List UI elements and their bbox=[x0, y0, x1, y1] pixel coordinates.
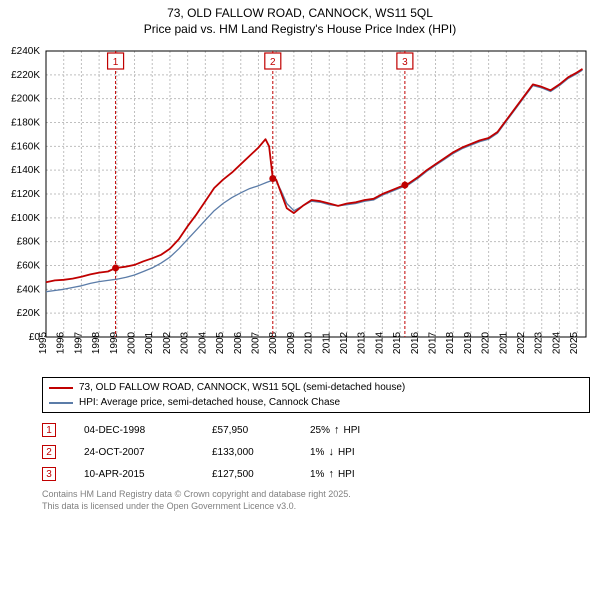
attribution: Contains HM Land Registry data © Crown c… bbox=[42, 489, 590, 512]
x-tick-label: 2013 bbox=[357, 332, 368, 355]
x-tick-label: 2006 bbox=[233, 332, 244, 355]
annotation-price: £127,500 bbox=[212, 469, 282, 480]
x-tick-label: 2009 bbox=[286, 332, 297, 355]
y-tick-label: £100K bbox=[11, 213, 40, 224]
x-tick-label: 2004 bbox=[197, 332, 208, 355]
chart-marker-number: 1 bbox=[113, 57, 119, 68]
x-tick-label: 2012 bbox=[339, 332, 350, 355]
x-tick-label: 2001 bbox=[144, 332, 155, 355]
annotation-price: £57,950 bbox=[212, 425, 282, 436]
y-tick-label: £180K bbox=[11, 118, 40, 129]
x-tick-label: 1997 bbox=[73, 332, 84, 355]
legend-swatch bbox=[49, 387, 73, 389]
annotation-marker: 3 bbox=[42, 467, 56, 481]
annotation-marker: 2 bbox=[42, 445, 56, 459]
x-tick-label: 2018 bbox=[445, 332, 456, 355]
chart-container: 73, OLD FALLOW ROAD, CANNOCK, WS11 5QL P… bbox=[0, 6, 600, 513]
annotation-row: 2 24-OCT-2007 £133,000 1% ↓ HPI bbox=[42, 445, 590, 459]
x-tick-label: 1998 bbox=[91, 332, 102, 355]
y-tick-label: £60K bbox=[17, 261, 41, 272]
x-tick-label: 2017 bbox=[428, 332, 439, 355]
series-price_paid bbox=[46, 69, 583, 282]
x-tick-label: 2008 bbox=[268, 332, 279, 355]
chart-plot-area: £0£20K£40K£60K£80K£100K£120K£140K£160K£1… bbox=[42, 41, 590, 371]
y-tick-label: £40K bbox=[17, 285, 41, 296]
legend: 73, OLD FALLOW ROAD, CANNOCK, WS11 5QL (… bbox=[42, 377, 590, 413]
legend-item: 73, OLD FALLOW ROAD, CANNOCK, WS11 5QL (… bbox=[49, 380, 583, 395]
annotation-pct-value: 1% bbox=[310, 469, 324, 480]
chart-title: 73, OLD FALLOW ROAD, CANNOCK, WS11 5QL P… bbox=[0, 6, 600, 37]
x-tick-label: 2014 bbox=[374, 332, 385, 355]
y-tick-label: £240K bbox=[11, 46, 40, 57]
y-tick-label: £120K bbox=[11, 189, 40, 200]
annotation-marker: 1 bbox=[42, 423, 56, 437]
annotation-vs: HPI bbox=[338, 469, 355, 480]
annotation-date: 04-DEC-1998 bbox=[84, 425, 184, 436]
x-tick-label: 2007 bbox=[250, 332, 261, 355]
y-tick-label: £20K bbox=[17, 308, 41, 319]
title-line-1: 73, OLD FALLOW ROAD, CANNOCK, WS11 5QL bbox=[0, 6, 600, 22]
y-tick-label: £200K bbox=[11, 94, 40, 105]
x-tick-label: 2021 bbox=[498, 332, 509, 355]
arrow-up-icon: ↑ bbox=[328, 469, 334, 480]
marker-dot bbox=[269, 175, 276, 182]
x-tick-label: 2024 bbox=[551, 332, 562, 355]
annotation-table: 1 04-DEC-1998 £57,950 25% ↑ HPI 2 24-OCT-2007 £1… bbox=[42, 423, 590, 481]
chart-marker-number: 2 bbox=[270, 57, 276, 68]
annotation-date: 24-OCT-2007 bbox=[84, 447, 184, 458]
legend-label: HPI: Average price, semi-detached house,… bbox=[79, 395, 340, 410]
x-tick-label: 2010 bbox=[304, 332, 315, 355]
y-tick-label: £80K bbox=[17, 237, 41, 248]
x-tick-label: 1999 bbox=[109, 332, 120, 355]
annotation-vs: HPI bbox=[338, 447, 355, 458]
annotation-pct: 1% ↓ HPI bbox=[310, 447, 355, 458]
x-tick-label: 2019 bbox=[463, 332, 474, 355]
annotation-pct: 1% ↑ HPI bbox=[310, 469, 355, 480]
annotation-date: 10-APR-2015 bbox=[84, 469, 184, 480]
x-tick-label: 2002 bbox=[162, 332, 173, 355]
x-tick-label: 2011 bbox=[321, 332, 332, 354]
marker-dot bbox=[112, 265, 119, 272]
x-tick-label: 2005 bbox=[215, 332, 226, 355]
series-hpi bbox=[46, 70, 583, 292]
annotation-vs: HPI bbox=[344, 425, 361, 436]
x-tick-label: 2023 bbox=[534, 332, 545, 355]
y-tick-label: £160K bbox=[11, 142, 40, 153]
x-tick-label: 2000 bbox=[127, 332, 138, 355]
x-tick-label: 2003 bbox=[180, 332, 191, 355]
annotation-pct: 25% ↑ HPI bbox=[310, 425, 360, 436]
annotation-row: 3 10-APR-2015 £127,500 1% ↑ HPI bbox=[42, 467, 590, 481]
annotation-pct-value: 1% bbox=[310, 447, 324, 458]
legend-swatch bbox=[49, 402, 73, 404]
annotation-pct-value: 25% bbox=[310, 425, 330, 436]
arrow-up-icon: ↑ bbox=[334, 425, 340, 436]
y-tick-label: £140K bbox=[11, 165, 40, 176]
x-tick-label: 1996 bbox=[56, 332, 67, 355]
y-tick-label: £220K bbox=[11, 70, 40, 81]
x-tick-label: 2025 bbox=[569, 332, 580, 355]
x-tick-label: 1995 bbox=[38, 332, 49, 355]
x-tick-label: 2020 bbox=[481, 332, 492, 355]
x-tick-label: 2015 bbox=[392, 332, 403, 355]
chart-svg: £0£20K£40K£60K£80K£100K£120K£140K£160K£1… bbox=[42, 41, 590, 371]
title-line-2: Price paid vs. HM Land Registry's House … bbox=[0, 22, 600, 38]
x-tick-label: 2022 bbox=[516, 332, 527, 355]
legend-item: HPI: Average price, semi-detached house,… bbox=[49, 395, 583, 410]
attribution-line-1: Contains HM Land Registry data © Crown c… bbox=[42, 489, 590, 501]
arrow-down-icon: ↓ bbox=[328, 447, 334, 458]
legend-label: 73, OLD FALLOW ROAD, CANNOCK, WS11 5QL (… bbox=[79, 380, 405, 395]
chart-marker-number: 3 bbox=[402, 57, 408, 68]
attribution-line-2: This data is licensed under the Open Gov… bbox=[42, 501, 590, 513]
marker-dot bbox=[401, 182, 408, 189]
annotation-row: 1 04-DEC-1998 £57,950 25% ↑ HPI bbox=[42, 423, 590, 437]
x-tick-label: 2016 bbox=[410, 332, 421, 355]
annotation-price: £133,000 bbox=[212, 447, 282, 458]
